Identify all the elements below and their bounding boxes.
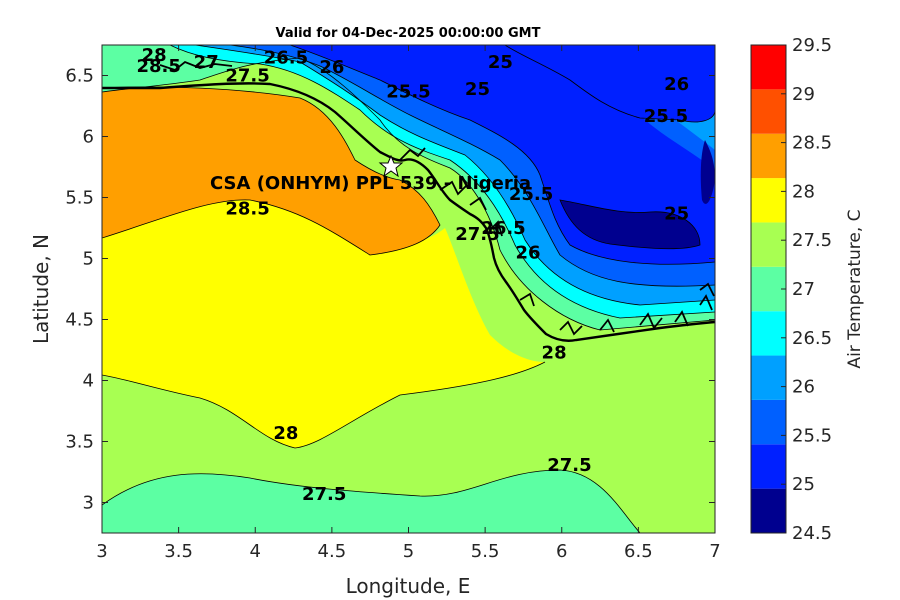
region-24-5-b	[700, 140, 715, 204]
colorbar-swatch	[751, 45, 786, 90]
contour-label: 25.5	[644, 106, 688, 127]
contour-label: 26	[664, 74, 689, 95]
contour-label: 28.5	[225, 199, 269, 220]
y-tick-label: 5	[83, 249, 94, 270]
contour-label: 25	[465, 79, 490, 100]
colorbar-tick-label: 29	[792, 84, 815, 105]
region-28	[102, 199, 545, 448]
y-tick-label: 3.5	[65, 432, 94, 453]
y-axis: 3 3.5 4 4.5 5 5.5 6 6.5	[65, 66, 715, 514]
contour-label: 25	[664, 203, 689, 224]
contour-label: 26.5	[264, 47, 308, 68]
x-tick-label: 4	[250, 541, 261, 562]
y-tick-label: 4	[83, 371, 94, 392]
contour-line-24-5	[559, 199, 701, 250]
region-24-5-a	[560, 200, 700, 249]
y-tick-label: 5.5	[65, 188, 94, 209]
region-27-south	[102, 470, 640, 533]
contour-line-27-5-south	[102, 469, 641, 533]
contour-label: 26	[516, 243, 541, 264]
y-tick-label: 3	[83, 493, 94, 514]
colorbar: 24.5 25 25.5 26 26.5 27 27.5 28 28.5 29 29.5	[750, 35, 832, 544]
x-tick-label: 5	[403, 541, 414, 562]
contour-label: 27	[194, 52, 219, 73]
contour-label: 27.5	[547, 455, 591, 476]
contour-line-26	[229, 45, 715, 287]
colorbar-tick-label: 26	[792, 377, 815, 398]
site-star-icon	[378, 154, 404, 178]
colorbar-tick-label: 25.5	[792, 425, 832, 446]
contour-line-27-5	[102, 57, 715, 331]
contour-label: 26.5	[481, 218, 525, 239]
x-tick-label: 5.5	[471, 541, 500, 562]
colorbar-tick-label: 24.5	[792, 523, 832, 544]
colorbar-swatch	[751, 89, 786, 134]
contour-label: 26	[319, 57, 344, 78]
colorbar-swatch	[751, 355, 786, 400]
contour-fill-layer	[102, 45, 715, 533]
colorbar-swatch	[751, 311, 786, 356]
site-marker-group: CSA (ONHYM) PPL 539 - Nigeria	[210, 154, 531, 194]
contour-label: 27.5	[455, 224, 499, 245]
contour-label: 27.5	[225, 66, 269, 87]
colorbar-tick-label: 25	[792, 474, 815, 495]
colorbar-swatch	[751, 222, 786, 267]
contour-label: 28	[273, 423, 298, 444]
contour-line-28-5	[102, 86, 441, 256]
x-axis: 3 3.5 4 4.5 5 5.5 6 6.5 7	[96, 45, 721, 562]
contour-label: 28	[542, 343, 567, 364]
y-tick-label: 6	[83, 127, 94, 148]
contour-label: 28.5	[136, 56, 180, 77]
contour-label: 27.5	[302, 484, 346, 505]
x-tick-label: 7	[709, 541, 720, 562]
contour-label: 25.5	[386, 81, 430, 102]
y-axis-label: Latitude, N	[29, 234, 53, 344]
x-tick-label: 6.5	[624, 541, 653, 562]
colorbar-tick-label: 27	[792, 279, 815, 300]
colorbar-swatch	[751, 399, 786, 445]
contour-line-27	[169, 45, 715, 319]
x-axis-label: Longitude, E	[346, 574, 471, 598]
contour-line-25-5	[289, 45, 715, 265]
colorbar-label: Air Temperature, C	[845, 209, 865, 368]
x-tick-label: 4.5	[318, 541, 347, 562]
contour-line-26-5	[194, 45, 715, 306]
x-tick-label: 3.5	[164, 541, 193, 562]
colorbar-tick-label: 29.5	[792, 35, 832, 56]
region-28-5	[102, 86, 440, 255]
y-tick-label: 6.5	[65, 66, 94, 87]
colorbar-swatch	[751, 133, 786, 179]
colorbar-swatch	[751, 178, 786, 223]
region-25-north	[505, 45, 715, 122]
river-delta-lines	[159, 60, 715, 336]
colorbar-swatch	[751, 266, 786, 312]
site-label: CSA (ONHYM) PPL 539 - Nigeria	[210, 173, 531, 194]
contour-label: 25	[488, 52, 513, 73]
x-tick-label: 3	[96, 541, 107, 562]
colorbar-tick-label: 28	[792, 181, 815, 202]
contour-line-25	[504, 45, 715, 123]
x-tick-label: 6	[556, 541, 567, 562]
colorbar-swatch	[751, 444, 786, 489]
coastline	[102, 82, 715, 342]
y-tick-label: 4.5	[65, 310, 94, 331]
colorbar-swatch	[751, 488, 786, 533]
contour-label: 25.5	[509, 184, 553, 205]
contour-line-28	[102, 361, 546, 449]
colorbar-tick-label: 26.5	[792, 328, 832, 349]
colorbar-tick-label: 28.5	[792, 133, 832, 154]
colorbar-tick-label: 27.5	[792, 230, 832, 251]
contour-label: 28	[142, 45, 167, 66]
chart-title: Valid for 04-Dec-2025 00:00:00 GMT	[276, 26, 541, 41]
